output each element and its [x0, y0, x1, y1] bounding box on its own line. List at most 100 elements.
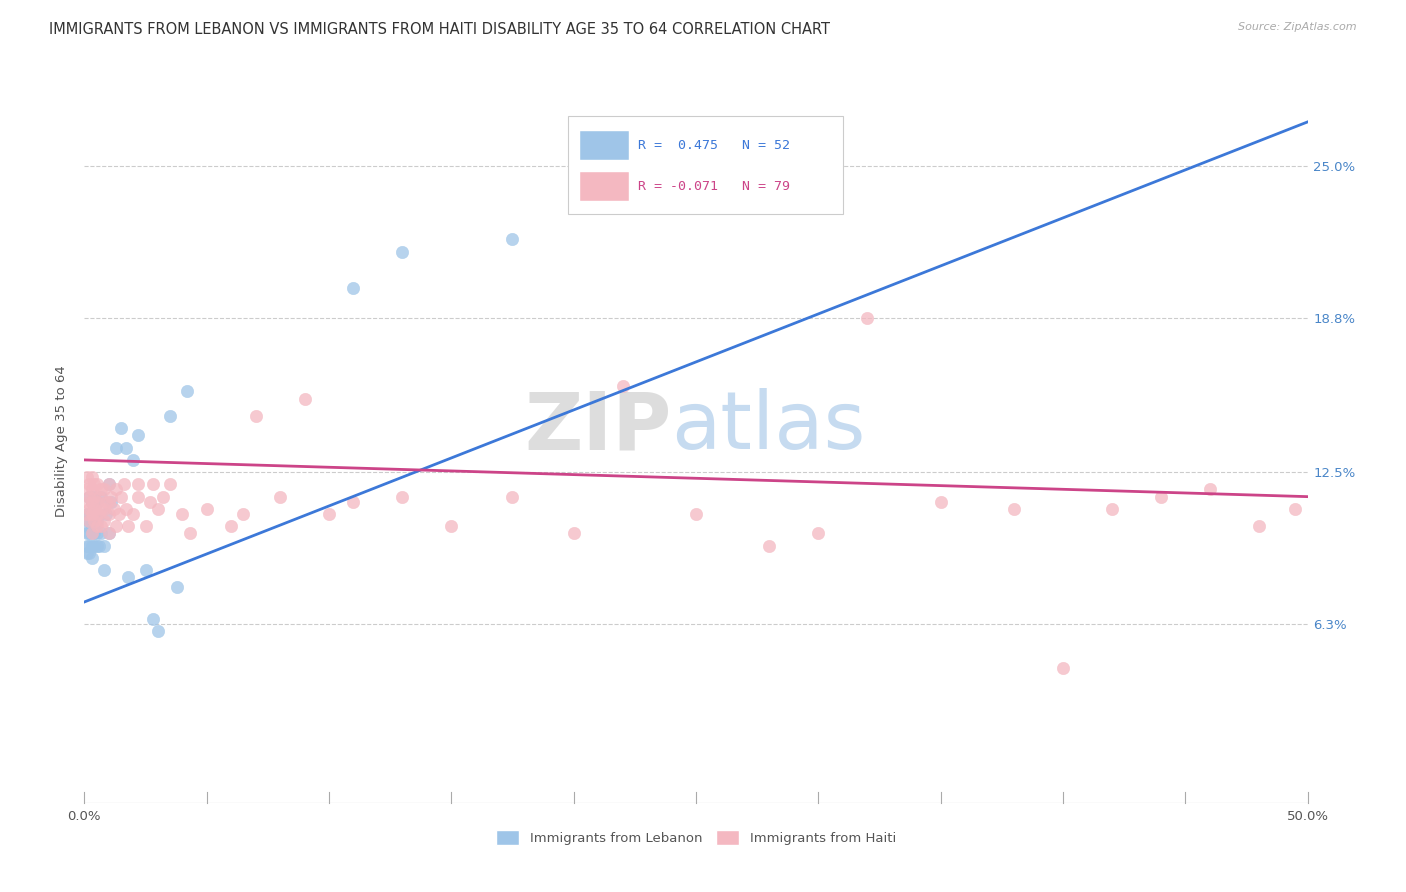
Point [122, 453, 145, 467]
Point [112, 477, 135, 491]
Point [77, 546, 100, 560]
Point [342, 494, 364, 508]
Point [100, 494, 122, 508]
Point [93, 563, 115, 577]
Point [96, 507, 118, 521]
Point [115, 502, 138, 516]
Y-axis label: Disability Age 35 to 64: Disability Age 35 to 64 [55, 366, 69, 517]
Point [83, 526, 105, 541]
Point [294, 392, 316, 406]
Point [1052, 661, 1074, 675]
Point [77, 507, 100, 521]
Point [83, 507, 105, 521]
Point [172, 507, 194, 521]
Point [97, 477, 120, 491]
Point [103, 502, 125, 516]
Point [166, 580, 188, 594]
Point [721, 146, 744, 161]
Point [83, 539, 105, 553]
Point [97, 526, 120, 541]
Point [86, 526, 108, 541]
Point [1198, 483, 1220, 497]
Text: Source: ZipAtlas.com: Source: ZipAtlas.com [1239, 22, 1357, 32]
Point [80, 526, 103, 541]
Point [77, 477, 100, 491]
Point [612, 379, 634, 393]
Point [87, 507, 110, 521]
Point [502, 232, 524, 246]
Point [80, 494, 103, 508]
Point [93, 502, 115, 516]
Point [86, 477, 108, 491]
Point [83, 519, 105, 533]
Text: atlas: atlas [672, 388, 866, 467]
Point [110, 421, 132, 435]
Point [159, 477, 181, 491]
Point [80, 483, 103, 497]
Point [1101, 502, 1123, 516]
Bar [579, 172, 628, 201]
Point [105, 441, 128, 455]
Point [87, 507, 110, 521]
Point [96, 494, 118, 508]
Point [97, 477, 120, 491]
Point [105, 519, 128, 533]
Point [77, 490, 100, 504]
Legend: Immigrants from Lebanon, Immigrants from Haiti: Immigrants from Lebanon, Immigrants from… [491, 824, 901, 850]
Point [83, 490, 105, 504]
Point [318, 507, 340, 521]
Point [856, 310, 879, 325]
Point [76, 470, 98, 484]
Text: R = -0.071   N = 79: R = -0.071 N = 79 [638, 180, 790, 193]
Point [127, 477, 149, 491]
Point [90, 519, 112, 533]
Point [146, 502, 169, 516]
Point [77, 514, 100, 528]
Point [80, 539, 103, 553]
Point [76, 539, 98, 553]
Point [86, 507, 108, 521]
Text: ZIP: ZIP [524, 388, 672, 467]
Point [117, 570, 139, 584]
Point [142, 477, 165, 491]
Point [86, 494, 108, 508]
Point [685, 507, 707, 521]
Point [1247, 519, 1270, 533]
Point [86, 514, 108, 528]
Point [159, 409, 181, 423]
Bar [579, 131, 628, 160]
Point [245, 409, 267, 423]
Point [93, 539, 115, 553]
Point [391, 490, 413, 504]
Point [117, 519, 139, 533]
Point [440, 519, 463, 533]
Point [502, 490, 524, 504]
Point [90, 502, 112, 516]
Point [179, 526, 201, 541]
Point [80, 507, 103, 521]
Point [83, 502, 105, 516]
Point [115, 441, 138, 455]
Point [127, 490, 149, 504]
Point [76, 494, 98, 508]
Point [105, 483, 128, 497]
Point [87, 490, 110, 504]
Point [342, 281, 364, 295]
Point [929, 494, 952, 508]
Point [87, 539, 110, 553]
Point [1150, 490, 1173, 504]
Point [219, 519, 242, 533]
Point [391, 244, 413, 259]
Point [76, 483, 98, 497]
Point [1002, 502, 1025, 516]
Point [135, 519, 157, 533]
Point [83, 514, 105, 528]
Point [269, 490, 291, 504]
Point [90, 490, 112, 504]
Point [142, 612, 165, 626]
Point [176, 384, 198, 399]
Point [562, 526, 585, 541]
Point [86, 494, 108, 508]
Text: IMMIGRANTS FROM LEBANON VS IMMIGRANTS FROM HAITI DISABILITY AGE 35 TO 64 CORRELA: IMMIGRANTS FROM LEBANON VS IMMIGRANTS FR… [49, 22, 830, 37]
Point [127, 428, 149, 442]
